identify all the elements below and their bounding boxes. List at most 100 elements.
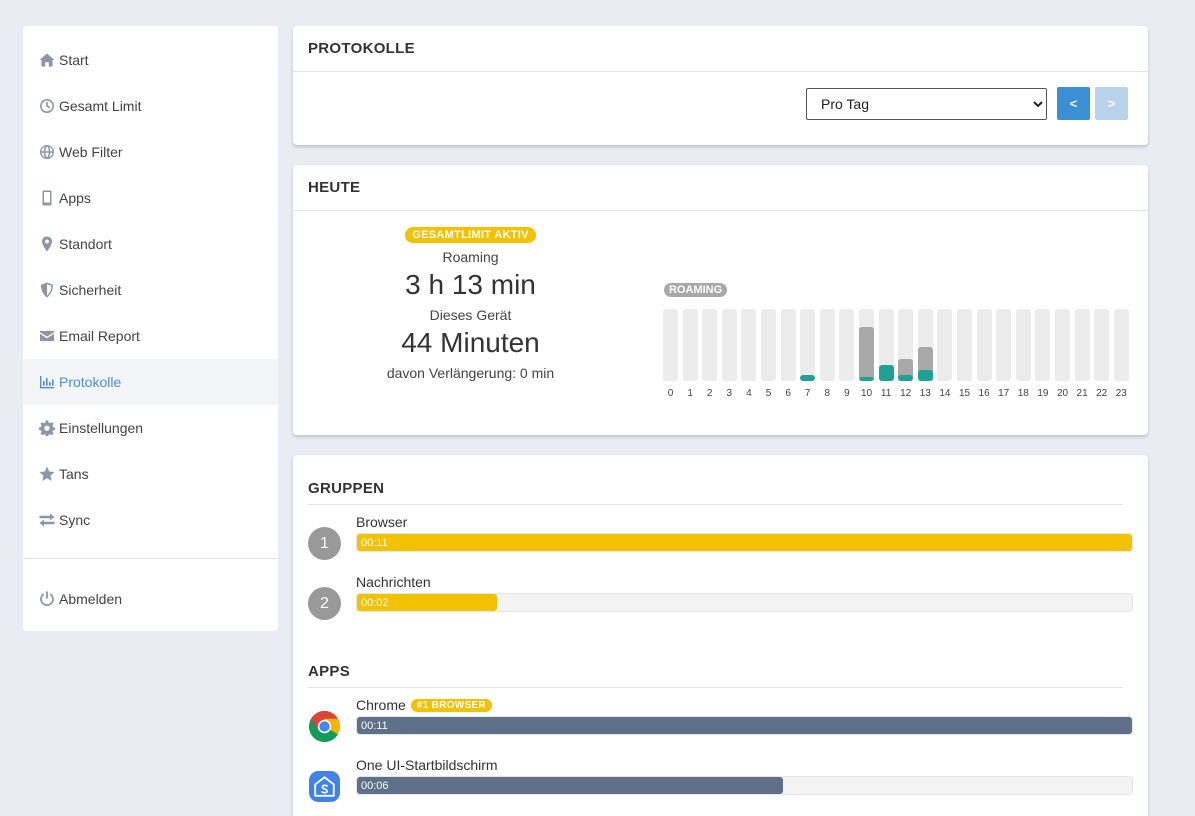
hour-tick-label: 16 <box>978 388 990 399</box>
app-progress-fill: 00:11 <box>357 717 1132 734</box>
hour-bar-slot <box>702 309 718 381</box>
roaming-label: Roaming <box>442 249 499 265</box>
hour-bar-slot <box>682 309 698 381</box>
hour-bar-slot <box>741 309 757 381</box>
sidebar-item-web-filter[interactable]: Web Filter <box>23 129 278 175</box>
hour-bar-slot <box>898 309 914 381</box>
sidebar-item-protokolle[interactable]: Protokolle <box>23 359 278 405</box>
group-progress-track: 00:11 <box>356 533 1133 552</box>
hourly-bars <box>663 309 1135 381</box>
heute-title: HEUTE <box>293 165 1148 211</box>
hour-bar-slot <box>1015 309 1031 381</box>
sidebar-item-label: Email Report <box>59 328 140 344</box>
previous-button[interactable]: < <box>1057 87 1090 120</box>
bar-chart-icon <box>38 373 56 391</box>
device-label: Dieses Gerät <box>429 307 512 323</box>
hour-bar-slot <box>663 309 678 381</box>
device-bar <box>878 365 894 381</box>
mobile-icon <box>38 189 56 207</box>
sidebar-divider <box>23 558 278 559</box>
extension-text: davon Verlängerung: 0 min <box>386 365 555 381</box>
hour-tick-label: 9 <box>844 388 850 399</box>
app-name: One UI-Startbildschirm <box>356 757 498 773</box>
sidebar: Start Gesamt Limit Web Filter Apps Stand… <box>23 26 278 631</box>
gruppen-divider <box>308 504 1123 505</box>
roaming-bar <box>859 327 874 381</box>
sidebar-item-tans[interactable]: Tans <box>23 451 278 497</box>
hour-bar-slot <box>819 309 835 381</box>
next-button[interactable]: > <box>1095 87 1128 120</box>
hour-bar-slot <box>1094 309 1110 381</box>
group-name: Nachrichten <box>356 574 431 590</box>
hour-tick-label: 17 <box>998 388 1010 399</box>
app-name-row: Chrome #1 BROWSER <box>356 697 492 713</box>
heute-card: HEUTE GESAMTLIMIT AKTIV Roaming 3 h 13 m… <box>293 165 1148 435</box>
hour-tick-label: 15 <box>958 388 971 399</box>
power-icon <box>38 590 56 608</box>
hour-tick-label: 0 <box>667 388 674 399</box>
sidebar-item-sync[interactable]: Sync <box>23 497 278 543</box>
hour-tick-label: 2 <box>706 388 713 399</box>
hour-tick-label: 20 <box>1056 388 1069 399</box>
hour-tick-label: 6 <box>785 388 791 399</box>
hour-tick-label: 22 <box>1096 388 1108 399</box>
sidebar-item-einstellungen[interactable]: Einstellungen <box>23 405 278 451</box>
logout-button[interactable]: Abmelden <box>23 576 278 622</box>
hour-tick-label: 1 <box>687 388 693 399</box>
map-marker-icon <box>38 235 56 253</box>
hour-bar-slot <box>996 309 1012 381</box>
sidebar-item-label: Standort <box>59 236 112 252</box>
period-select[interactable]: Pro Tag <box>806 88 1047 120</box>
hour-tick-label: 12 <box>900 388 912 399</box>
sidebar-item-standort[interactable]: Standort <box>23 221 278 267</box>
clock-icon <box>38 97 56 115</box>
device-bar <box>859 377 874 381</box>
hour-bar-slot <box>917 309 933 381</box>
hour-bar-slot <box>859 309 874 381</box>
sidebar-item-email-report[interactable]: Email Report <box>23 313 278 359</box>
hour-bar-slot <box>878 309 894 381</box>
device-value: 44 Minuten <box>401 327 540 358</box>
hour-tick-label: 19 <box>1037 388 1049 399</box>
envelope-icon <box>38 327 56 345</box>
chrome-icon <box>309 711 340 742</box>
hour-tick-label: 23 <box>1115 388 1127 399</box>
app-name: Chrome <box>356 697 406 713</box>
group-rank-badge: 2 <box>308 587 341 620</box>
group-progress-fill: 00:02 <box>357 594 497 611</box>
device-bar <box>800 375 816 381</box>
gesamtlimit-badge: GESAMTLIMIT AKTIV <box>405 227 536 243</box>
app-progress-track: 00:11 <box>356 716 1133 735</box>
shield-icon <box>38 281 56 299</box>
hour-tick-label: 5 <box>765 388 772 399</box>
exchange-icon <box>38 511 56 529</box>
sidebar-item-label: Start <box>59 52 89 68</box>
protokolle-title: PROTOKOLLE <box>293 26 1148 72</box>
hour-tick-label: 10 <box>860 388 873 399</box>
hour-bar-slot <box>1055 309 1070 381</box>
hour-bar-slot <box>1035 309 1051 381</box>
hour-tick-label: 14 <box>939 388 951 399</box>
group-rank-badge: 1 <box>308 527 341 560</box>
app-progress-fill: 00:06 <box>357 777 784 794</box>
hour-tick-label: 18 <box>1017 388 1029 399</box>
hourly-chart: ROAMING 0 1 2 3 4 5 6 7 8 9 10 11 12 13 14 15 16 17 18 19 20… <box>663 283 1135 403</box>
sidebar-item-start[interactable]: Start <box>23 37 278 83</box>
sidebar-item-gesamt-limit[interactable]: Gesamt Limit <box>23 83 278 129</box>
logout-label: Abmelden <box>59 591 123 607</box>
hour-tick-label: 3 <box>726 388 733 399</box>
hour-tick-label: 13 <box>919 388 931 399</box>
hour-bar-slot <box>1074 309 1090 381</box>
hour-tick-label: 8 <box>824 388 831 399</box>
sidebar-item-label: Tans <box>59 466 89 482</box>
hour-tick-label: 21 <box>1076 388 1088 399</box>
app-progress-track: 00:06 <box>356 776 1133 795</box>
samsung-home-icon <box>309 771 340 802</box>
star-icon <box>38 465 56 483</box>
hour-bar-slot <box>1113 309 1129 381</box>
usage-stats: GESAMTLIMIT AKTIV Roaming 3 h 13 min Die… <box>333 225 608 381</box>
hour-bar-slot <box>976 309 992 381</box>
sidebar-item-apps[interactable]: Apps <box>23 175 278 221</box>
sidebar-item-sicherheit[interactable]: Sicherheit <box>23 267 278 313</box>
roaming-value: 3 h 13 min <box>405 269 536 300</box>
